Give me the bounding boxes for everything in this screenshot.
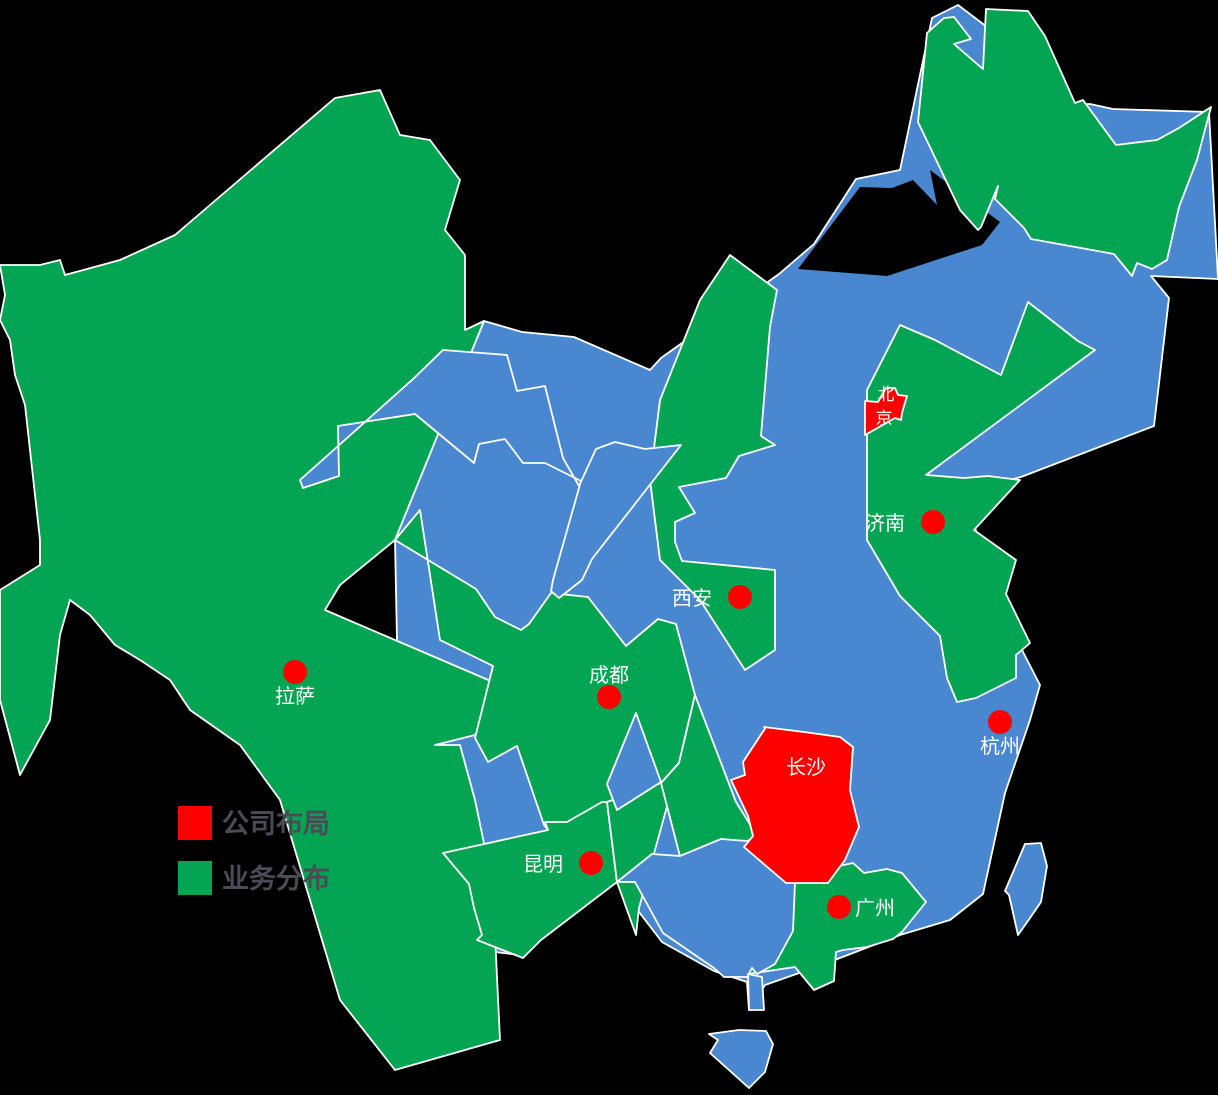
svg-text:公司布局: 公司布局 <box>222 809 330 839</box>
svg-text:成都: 成都 <box>589 664 629 687</box>
svg-text:杭州: 杭州 <box>980 735 1020 758</box>
svg-text:昆明: 昆明 <box>523 854 563 876</box>
svg-text:京: 京 <box>876 409 893 428</box>
svg-text:拉萨: 拉萨 <box>275 685 315 708</box>
svg-text:业务分布: 业务分布 <box>222 864 330 894</box>
svg-text:济南: 济南 <box>865 512 905 535</box>
svg-text:北: 北 <box>878 385 895 404</box>
svg-text:西安: 西安 <box>672 587 712 610</box>
svg-text:长沙: 长沙 <box>786 756 826 779</box>
svg-text:广州: 广州 <box>855 897 895 920</box>
